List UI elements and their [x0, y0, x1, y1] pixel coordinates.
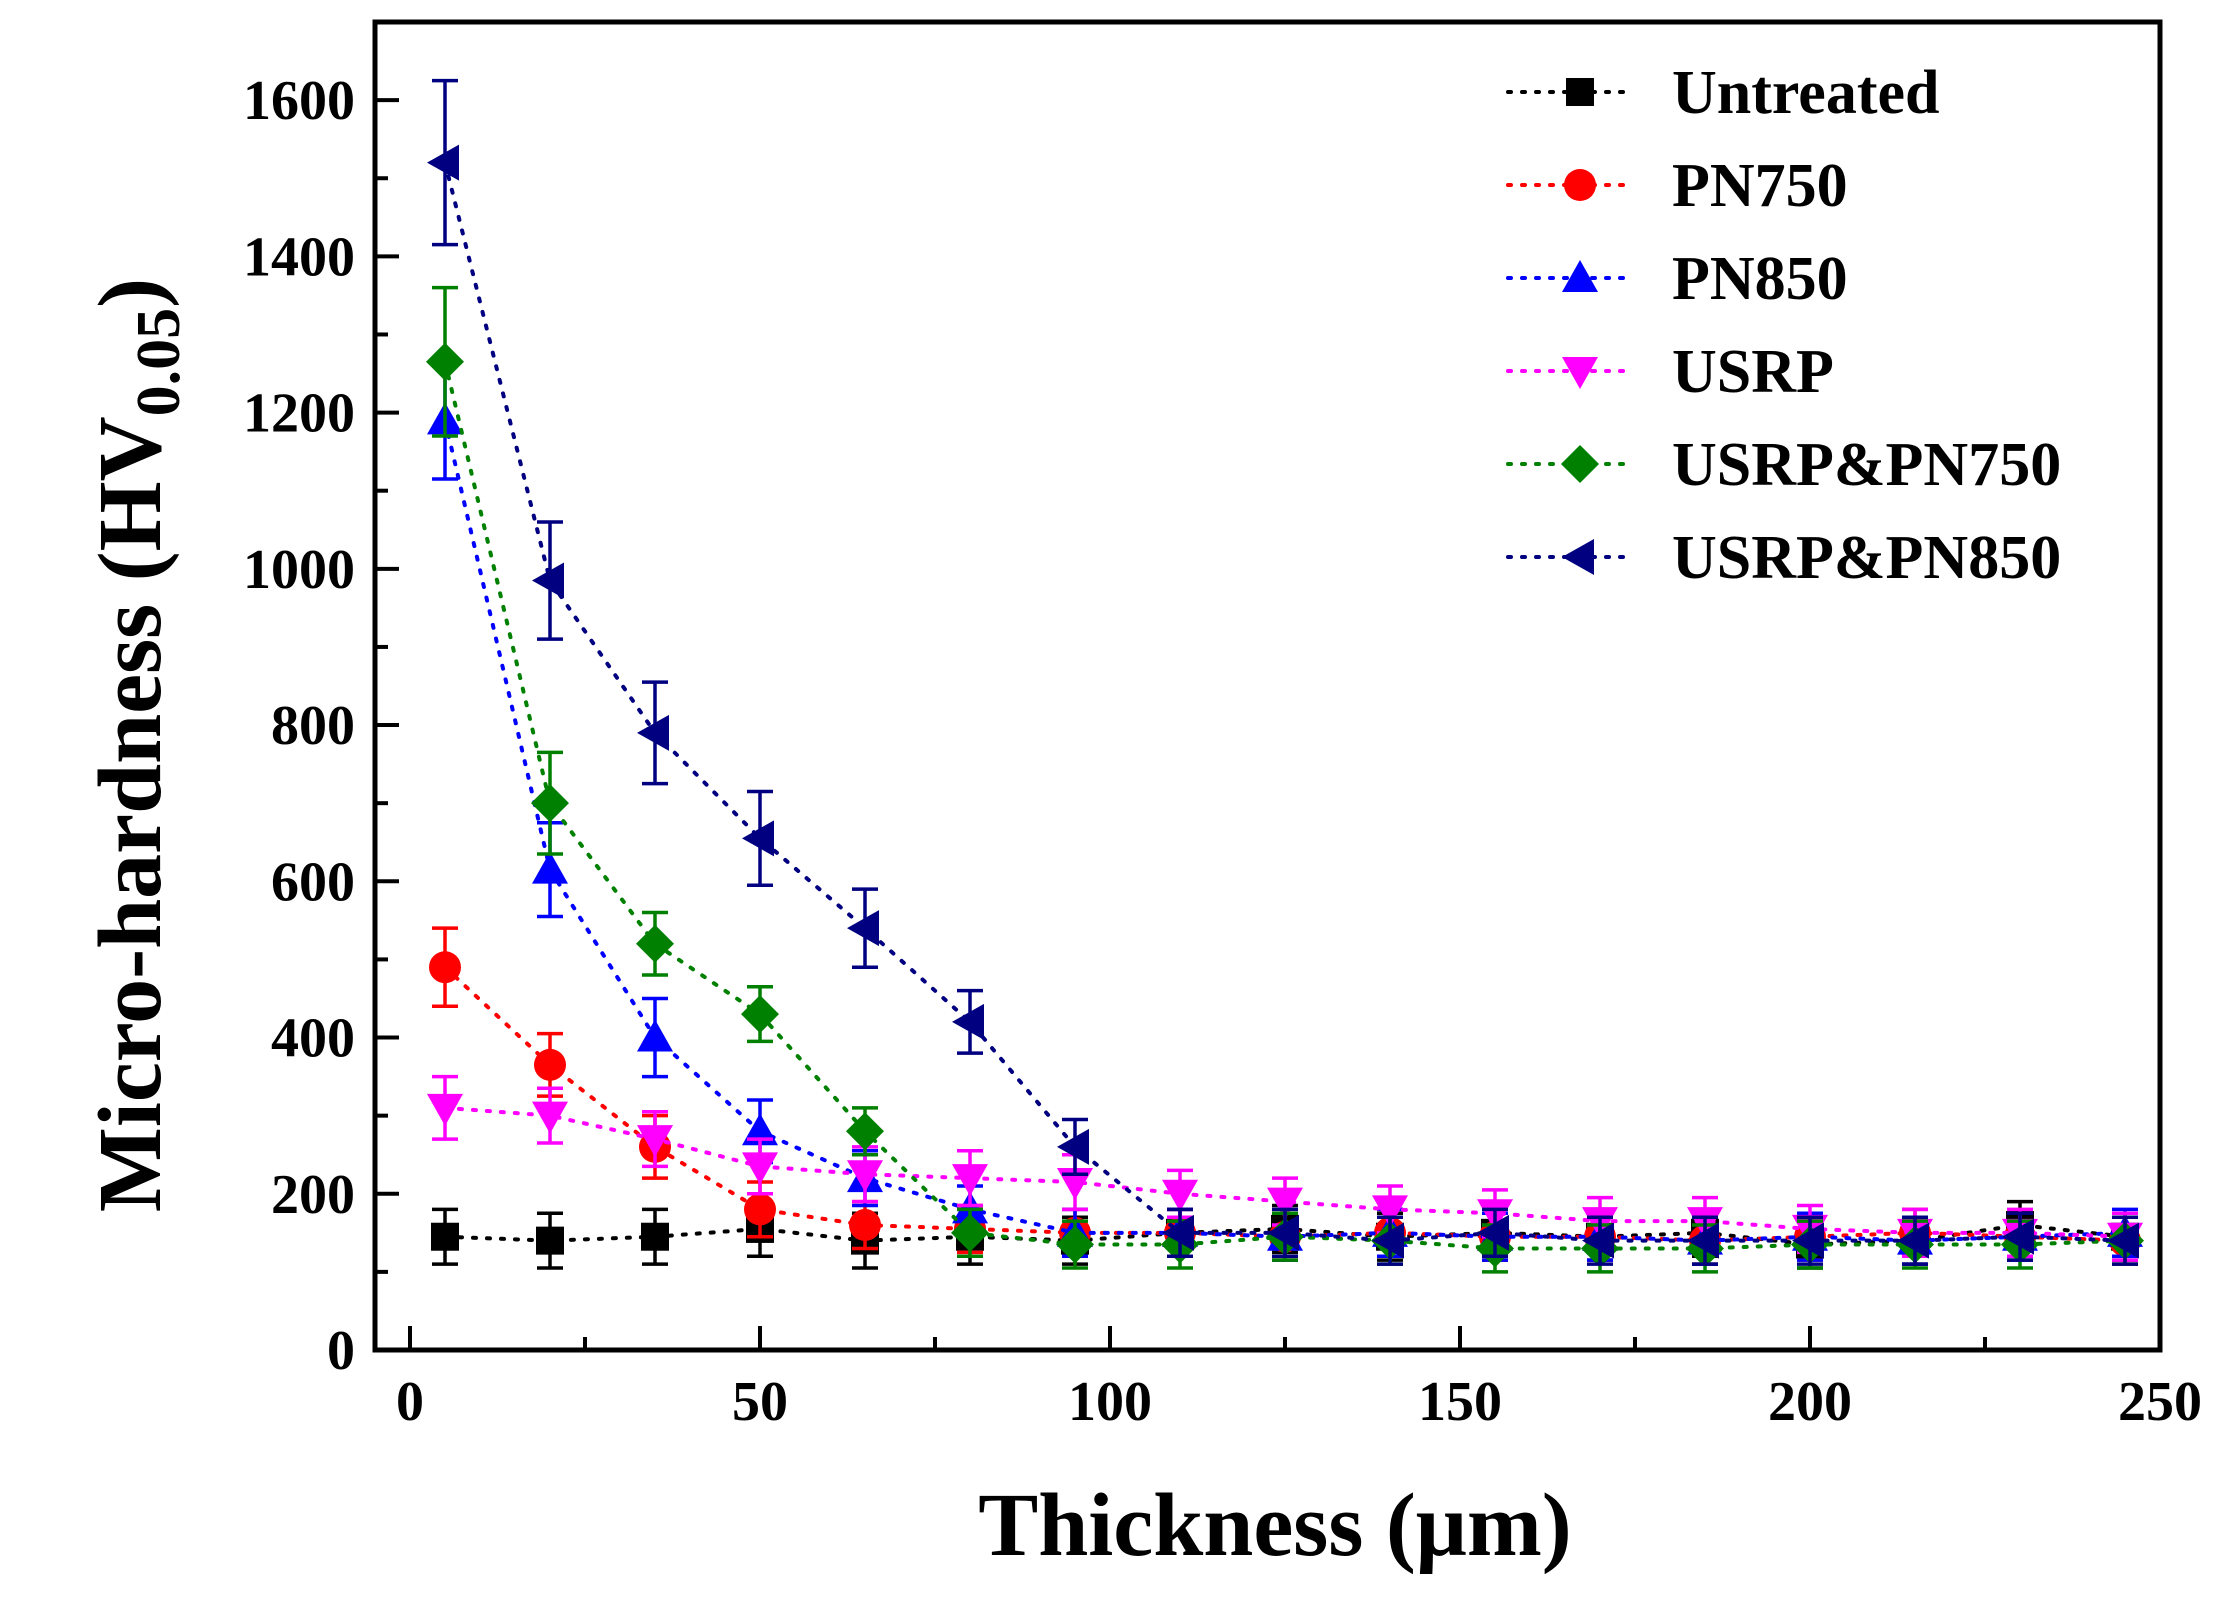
- legend-label: USRP: [1672, 338, 1834, 406]
- y-axis-title-main: Micro-hardness (HV: [81, 416, 180, 1212]
- legend-marker: [1564, 169, 1596, 201]
- data-point: [637, 1125, 673, 1158]
- legend: Untreated PN750 PN850 USRP USRP&PN750 USRP&PN…: [1506, 59, 2061, 592]
- legend-label: PN850: [1672, 245, 1848, 313]
- y-tick-label: 0: [327, 1320, 355, 1382]
- x-tick-label: 50: [732, 1371, 788, 1433]
- data-point: [1057, 1128, 1089, 1165]
- y-axis-title: Micro-hardness (HV0.05): [81, 278, 193, 1212]
- data-point: [741, 995, 779, 1034]
- legend-item: PN750: [1506, 152, 1848, 220]
- legend-item: PN850: [1506, 245, 1848, 313]
- data-point: [426, 342, 464, 381]
- legend-marker: [1562, 539, 1594, 575]
- x-tick-label: 250: [2118, 1371, 2202, 1433]
- series-usrp-pn850: [427, 78, 2139, 1266]
- y-axis-title-subscript: 0.05: [125, 308, 193, 417]
- data-point: [427, 1093, 463, 1126]
- legend-item: USRP&PN850: [1506, 524, 2061, 592]
- data-point: [1267, 1214, 1299, 1251]
- series-layer: [426, 78, 2144, 1274]
- y-tick-label: 200: [271, 1164, 355, 1226]
- legend-item: Untreated: [1506, 59, 1939, 127]
- series-line: [443, 160, 2127, 1243]
- data-point: [429, 951, 461, 984]
- data-point: [1372, 1195, 1408, 1228]
- axes: 0 50 100 150 200 250 0 200 400 600 800 1000 1200 1400…: [243, 19, 2202, 1433]
- y-tick-label: 800: [271, 695, 355, 757]
- data-point: [531, 784, 569, 823]
- x-tick-label: 100: [1068, 1371, 1152, 1433]
- data-point: [849, 1209, 881, 1242]
- data-point: [1372, 1222, 1404, 1259]
- data-point: [742, 1152, 778, 1185]
- data-point: [952, 1191, 988, 1224]
- data-point: [637, 714, 669, 751]
- data-point: [532, 562, 564, 599]
- data-point: [2002, 1218, 2034, 1255]
- data-point: [427, 144, 459, 181]
- y-tick-label: 1600: [243, 70, 355, 132]
- data-point: [636, 924, 674, 963]
- data-point: [2107, 1222, 2139, 1259]
- data-point: [744, 1193, 776, 1226]
- data-point: [1162, 1214, 1194, 1251]
- data-point: [952, 1003, 984, 1040]
- data-point: [431, 1222, 459, 1251]
- data-point: [1477, 1214, 1509, 1251]
- x-tick-label: 200: [1768, 1371, 1852, 1433]
- data-point: [532, 851, 568, 884]
- y-tick-label: 400: [271, 1008, 355, 1070]
- x-axis-title: Thickness (μm): [978, 1476, 1572, 1575]
- data-point: [847, 1160, 883, 1193]
- data-point: [1897, 1222, 1929, 1259]
- legend-label: USRP&PN850: [1672, 524, 2061, 592]
- plot-frame: [372, 19, 2163, 1353]
- legend-item: USRP: [1506, 338, 1834, 406]
- data-point: [846, 1112, 884, 1151]
- data-point: [637, 1019, 673, 1052]
- y-tick-label: 600: [271, 851, 355, 913]
- data-point: [1057, 1168, 1093, 1201]
- legend-marker: [1561, 445, 1599, 483]
- data-point: [1162, 1179, 1198, 1212]
- legend-marker: [1566, 78, 1594, 106]
- legend-marker: [1562, 357, 1598, 389]
- data-point: [952, 1164, 988, 1197]
- legend-marker: [1562, 260, 1598, 292]
- y-tick-label: 1400: [243, 226, 355, 288]
- data-point: [847, 910, 879, 947]
- data-point: [742, 820, 774, 857]
- y-tick-label: 1200: [243, 383, 355, 445]
- data-point: [1582, 1222, 1614, 1259]
- data-point: [1056, 1225, 1094, 1264]
- legend-item: USRP&PN750: [1506, 431, 2061, 499]
- data-point: [742, 1113, 778, 1146]
- y-axis-title-close: ): [81, 278, 180, 308]
- legend-label: Untreated: [1672, 59, 1939, 127]
- data-point: [641, 1222, 669, 1251]
- x-tick-label: 150: [1418, 1371, 1502, 1433]
- legend-label: USRP&PN750: [1672, 431, 2061, 499]
- data-point: [1267, 1187, 1303, 1220]
- y-tick-label: 1000: [243, 539, 355, 601]
- data-point: [534, 1048, 566, 1081]
- data-point: [536, 1226, 564, 1255]
- x-tick-label: 0: [396, 1371, 424, 1433]
- legend-label: PN750: [1672, 152, 1848, 220]
- data-point: [1792, 1222, 1824, 1259]
- data-point: [951, 1213, 989, 1252]
- data-point: [1687, 1222, 1719, 1259]
- data-point: [532, 1101, 568, 1134]
